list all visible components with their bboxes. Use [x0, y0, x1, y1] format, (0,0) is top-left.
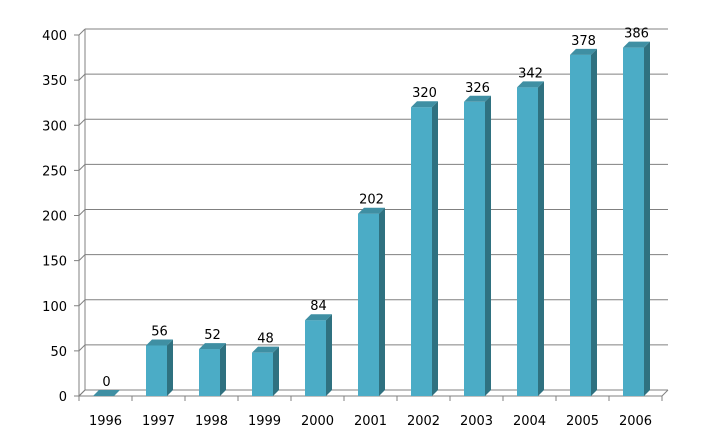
data-label: 202 [359, 193, 384, 208]
x-tick-label: 1996 [89, 414, 122, 429]
data-label: 56 [151, 324, 168, 339]
bar-2006 [623, 41, 650, 396]
y-tick-label: 400 [42, 29, 67, 44]
x-tick-label: 2001 [354, 414, 387, 429]
bar-front [517, 87, 538, 396]
bar-front [252, 352, 273, 396]
bar-front [411, 107, 432, 396]
gridline-connector [78, 209, 86, 216]
data-label: 342 [518, 66, 543, 81]
bar-2000 [305, 314, 332, 396]
x-tick-label: 1999 [248, 414, 281, 429]
gridline-connector [78, 299, 86, 307]
x-tick-label: 1997 [142, 414, 175, 429]
floor-right-edge [661, 389, 669, 397]
bar-front [358, 213, 379, 396]
y-tick-label: 250 [42, 164, 67, 179]
bar-top [464, 95, 491, 102]
bar-top [199, 343, 226, 350]
bar-1996 [93, 390, 120, 396]
x-tick-label: 2006 [619, 414, 652, 429]
y-tick-label: 150 [42, 255, 67, 270]
data-label: 386 [624, 27, 649, 42]
bar-top [623, 41, 650, 48]
bar-front [146, 345, 167, 396]
bar-top [146, 339, 173, 346]
gridline-connector [78, 118, 86, 126]
bar-side [591, 48, 597, 396]
bars [93, 41, 650, 396]
bar-2003 [464, 95, 491, 396]
bar-side [379, 207, 385, 396]
x-tick-label: 2003 [460, 414, 493, 429]
y-tick-label: 50 [50, 345, 67, 360]
gridline-connector [78, 73, 86, 81]
bar-side [326, 314, 332, 396]
bar-2004 [517, 81, 544, 396]
bar-top [517, 81, 544, 88]
bar-side [220, 343, 226, 396]
gridline-connector [78, 164, 86, 171]
x-tick-label: 2005 [566, 414, 599, 429]
bar-side [538, 81, 544, 396]
bar-front [623, 47, 644, 396]
data-label: 52 [204, 328, 221, 343]
bar-2005 [570, 48, 597, 396]
x-tick-label: 2000 [301, 414, 334, 429]
bar-top [358, 207, 385, 214]
wall-corner-line [78, 389, 86, 397]
bar-top [411, 101, 438, 108]
gridline-connector [78, 254, 86, 261]
bar-front [305, 320, 326, 396]
bar-front [199, 349, 220, 396]
bar-side [485, 95, 491, 396]
data-label: 84 [310, 299, 327, 314]
y-tick-label: 300 [42, 119, 67, 134]
gridline-connector [78, 28, 86, 36]
bar-top [305, 314, 332, 321]
bar-2002 [411, 101, 438, 396]
x-tick-label: 2002 [407, 414, 440, 429]
x-tick-label: 2004 [513, 414, 546, 429]
y-tick-label: 350 [42, 74, 67, 89]
y-tick-label: 200 [42, 210, 67, 225]
bar-top [252, 346, 279, 353]
data-label: 378 [571, 34, 596, 49]
bar-side [432, 101, 438, 396]
bar-2001 [358, 207, 385, 396]
labels: 0 50 100 150 200 250 300 350 400 0 1996 56 1997 52 199… [42, 27, 652, 429]
data-label: 326 [465, 81, 490, 96]
x-tick-label: 1998 [195, 414, 228, 429]
data-label: 0 [102, 375, 110, 390]
data-label: 48 [257, 332, 274, 347]
bar-top [570, 48, 597, 55]
bar-1999 [252, 346, 279, 396]
bar-side [273, 346, 279, 396]
bar-side [644, 41, 650, 396]
bar-top [93, 390, 120, 396]
bar-front [464, 101, 485, 396]
y-tick-label: 100 [42, 300, 67, 315]
gridline-connector [78, 344, 86, 352]
bar-side [167, 339, 173, 396]
bar-front [570, 54, 591, 396]
bar-1998 [199, 343, 226, 396]
y-tick-label: 0 [59, 390, 67, 405]
bar-1997 [146, 339, 173, 396]
data-label: 320 [412, 86, 437, 101]
